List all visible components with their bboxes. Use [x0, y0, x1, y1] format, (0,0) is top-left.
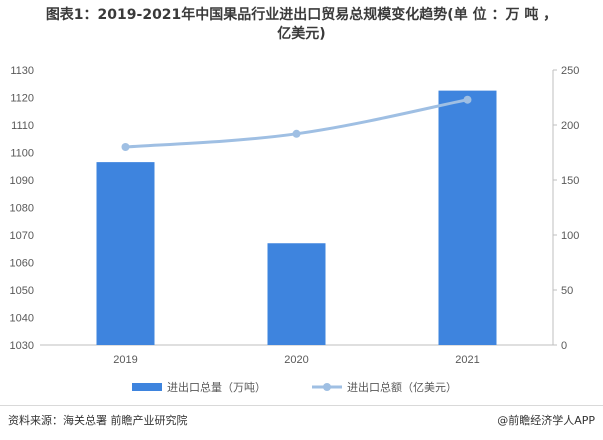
x-tick-label: 2019: [113, 354, 137, 366]
bar-2021: [438, 90, 497, 345]
x-tick-label: 2020: [284, 354, 308, 366]
y-right-tick-label: 100: [561, 230, 579, 242]
line-point-2021: [463, 95, 472, 104]
y-axis-left: 1030 1040 1050 1060 1070 1080 1090 1100 1110 1120…: [10, 65, 34, 352]
y-right-tick-label: 50: [561, 285, 573, 297]
legend-label-bar: 进出口总量（万吨）: [167, 380, 266, 394]
brand-credit: @前瞻经济学人APP: [497, 414, 595, 427]
y-left-tick-label: 1090: [10, 175, 34, 187]
x-tick-label: 2021: [455, 354, 479, 366]
y-left-tick-label: 1120: [10, 93, 34, 105]
source-note: 资料来源：海关总署 前瞻产业研究院: [8, 414, 188, 427]
bar-2019: [96, 162, 155, 345]
footer-divider: [0, 405, 603, 406]
bar-2020: [267, 243, 326, 345]
bar-series: [96, 90, 497, 345]
y-left-tick-label: 1100: [10, 148, 34, 160]
y-left-tick-label: 1070: [10, 230, 34, 242]
y-left-tick-label: 1130: [10, 65, 34, 77]
y-left-tick-label: 1040: [10, 313, 34, 325]
footer: 资料来源：海关总署 前瞻产业研究院 @前瞻经济学人APP: [8, 412, 595, 432]
line-series: [121, 95, 472, 151]
chart-title-line-1: 图表1：2019-2021年中国果品行业进出口贸易总规模变化趋势(单 位 ：万 …: [45, 7, 558, 23]
y-left-tick-label: 1080: [10, 203, 34, 215]
legend: 进出口总量（万吨） 进出口总额（亿美元）: [132, 380, 457, 394]
legend-swatch-bar: [132, 383, 162, 391]
y-right-tick-label: 200: [561, 120, 579, 132]
y-right-tick-label: 150: [561, 175, 579, 187]
legend-swatch-line-marker: [323, 383, 331, 391]
y-right-tick-label: 0: [561, 340, 567, 352]
y-left-tick-label: 1060: [10, 258, 34, 270]
y-left-tick-label: 1110: [11, 120, 34, 132]
line-path: [125, 98, 468, 149]
chart-title-line-2: 亿美元): [277, 26, 326, 42]
x-axis: 2019 2020 2021: [113, 354, 479, 366]
y-left-tick-label: 1030: [10, 340, 34, 352]
line-point-2019: [121, 143, 130, 151]
y-axis-right: 0 50 100 150 200 250: [553, 65, 579, 352]
line-point-2020: [292, 129, 301, 138]
legend-label-line: 进出口总额（亿美元）: [347, 380, 457, 394]
chart-title: 图表1：2019-2021年中国果品行业进出口贸易总规模变化趋势(单 位 ：万 …: [0, 6, 603, 44]
y-right-tick-label: 250: [561, 65, 579, 77]
y-left-tick-label: 1050: [10, 285, 34, 297]
